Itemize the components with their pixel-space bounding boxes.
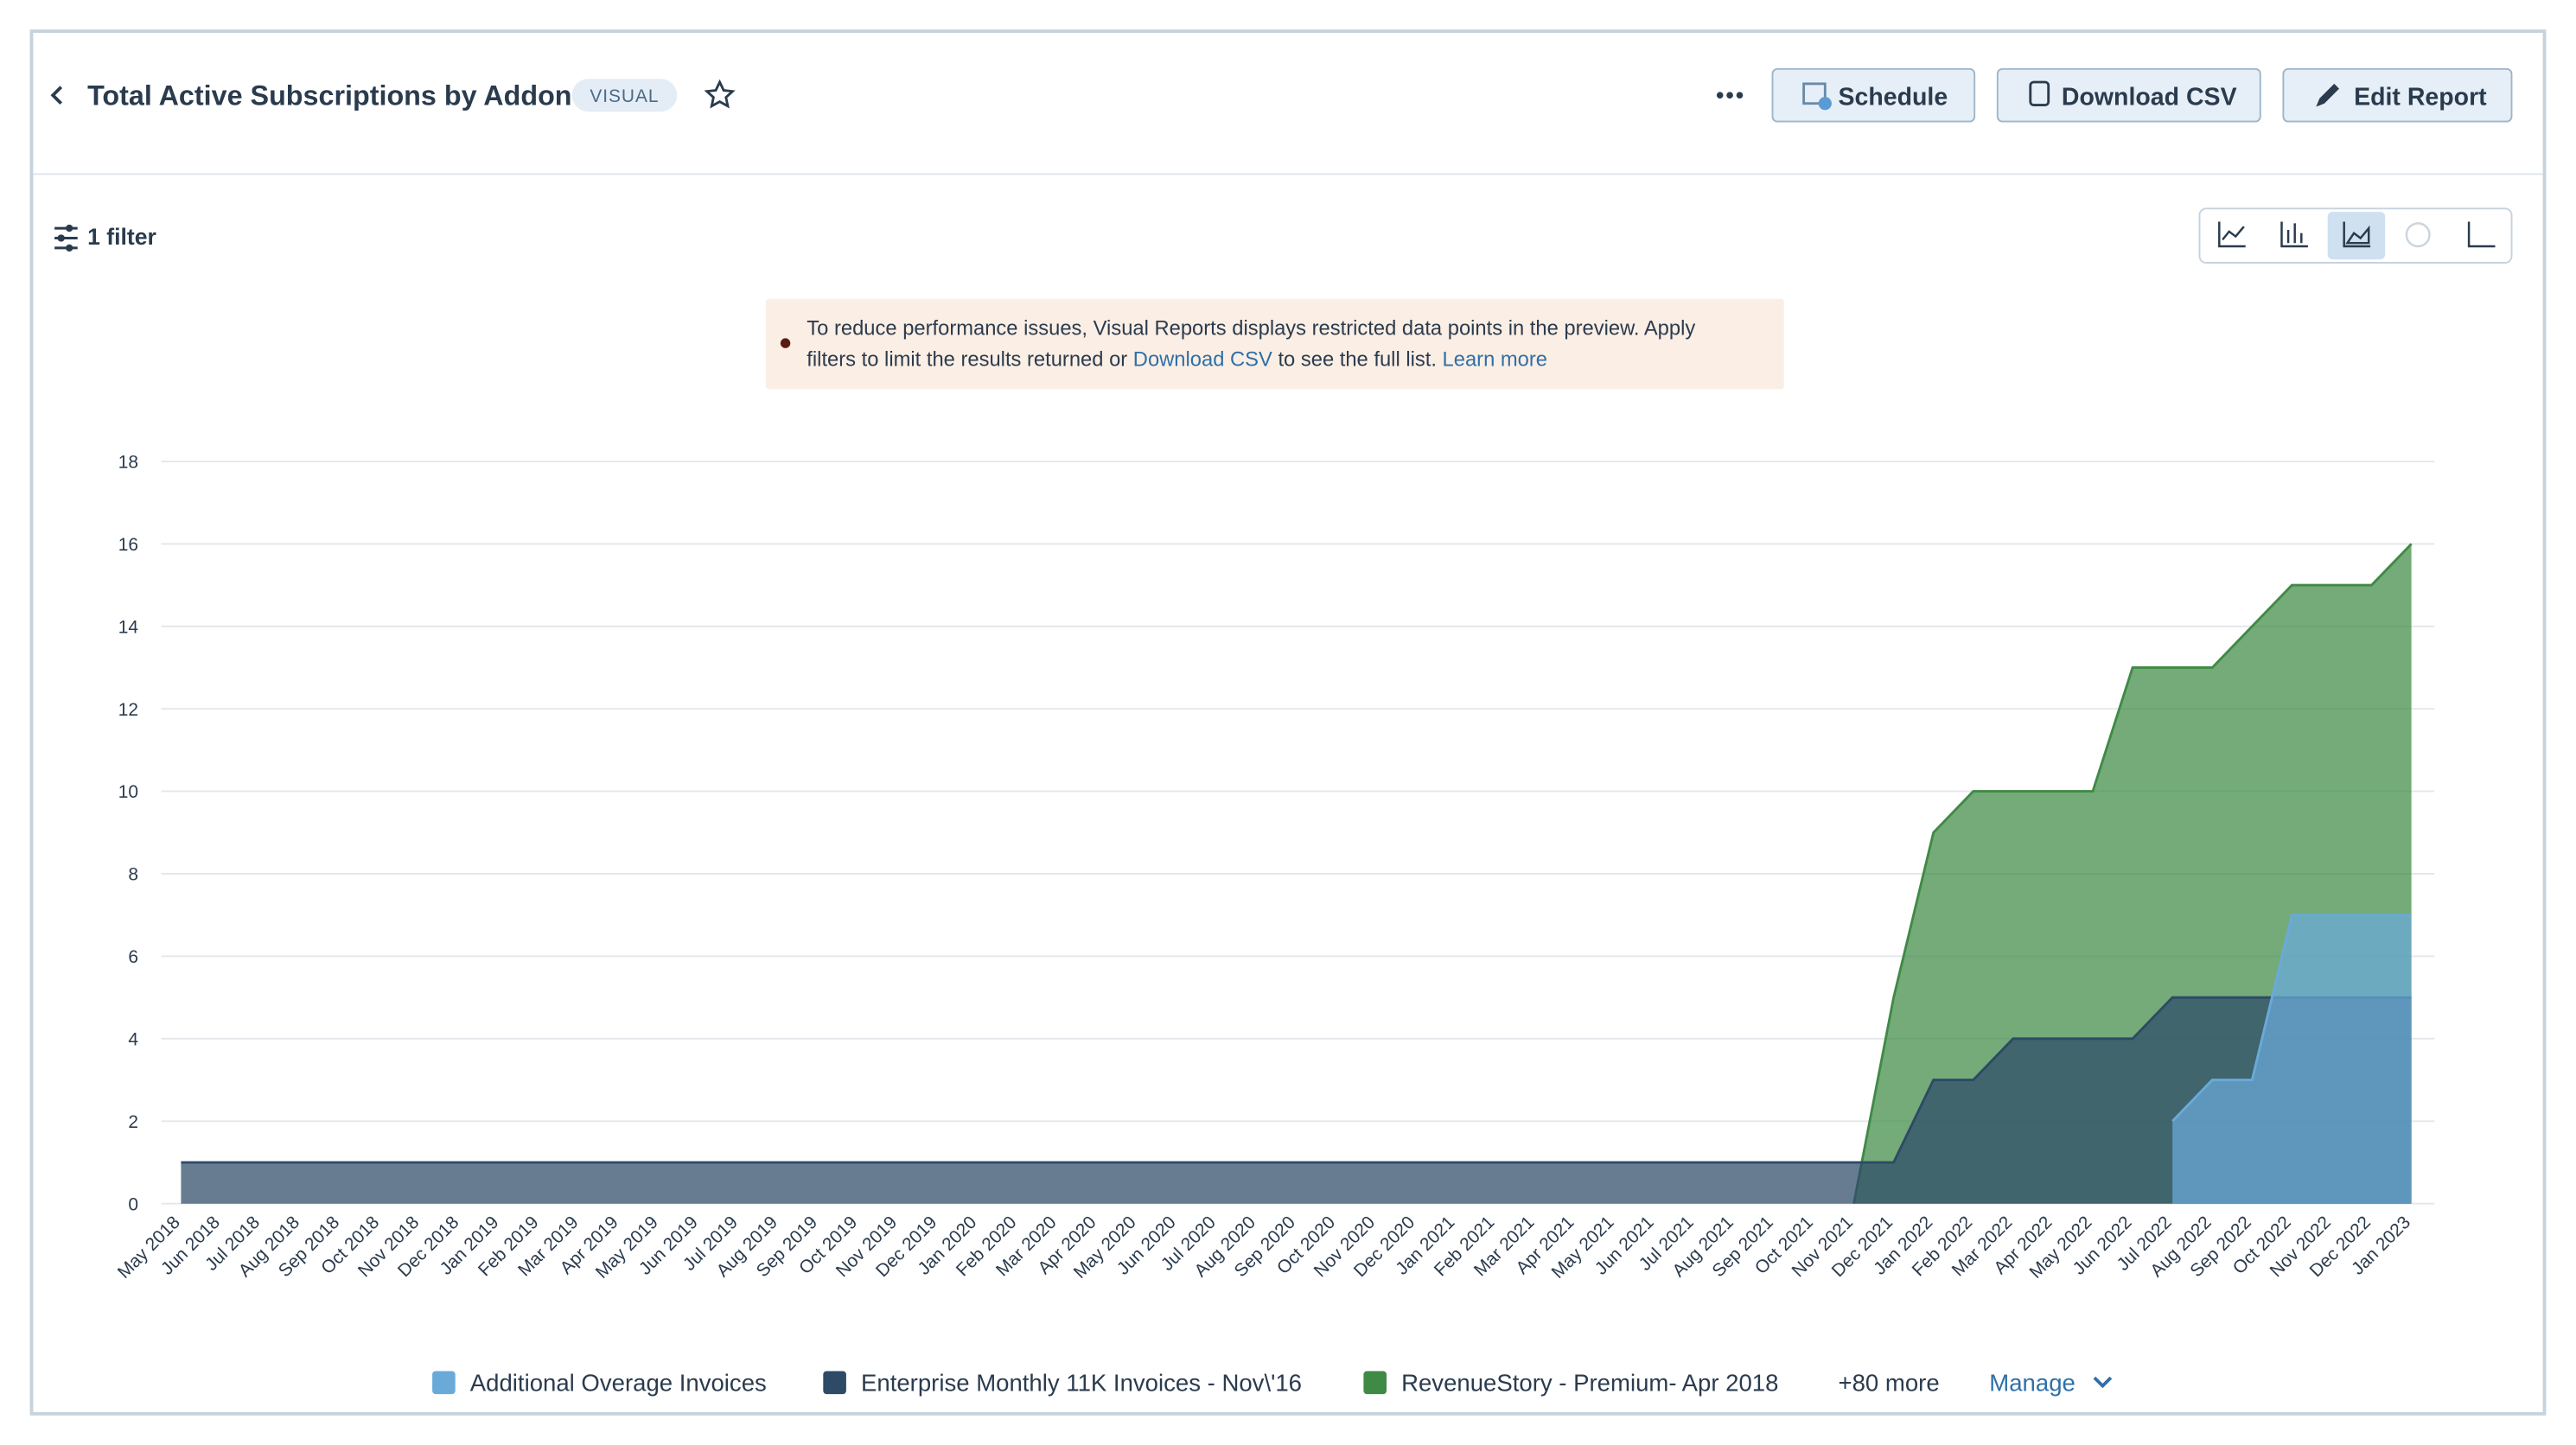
- series-line: [2171, 913, 2412, 1123]
- series-line: [181, 996, 2412, 1164]
- legend-label: RevenueStory - Premium- Apr 2018: [1401, 1369, 1778, 1396]
- button-label: Edit Report: [2354, 84, 2487, 111]
- legend: Additional Overage Invoices Enterprise Mo…: [432, 1369, 1778, 1396]
- banner-text: filters to limit the results returned or…: [807, 348, 1547, 372]
- legend-swatch: [432, 1371, 456, 1395]
- area-type[interactable]: [2343, 221, 2371, 248]
- y-tick-label: 4: [128, 1029, 138, 1049]
- banner-text: to see the full list.: [1272, 348, 1443, 372]
- y-tick-label: 10: [118, 782, 138, 802]
- y-tick-label: 14: [118, 617, 138, 637]
- filter-button[interactable]: 1 filter: [54, 224, 156, 252]
- y-tick-label: 0: [128, 1194, 138, 1214]
- banner-text: filters to limit the results returned or: [807, 348, 1133, 372]
- y-tick-label: 8: [128, 865, 138, 885]
- download-link[interactable]: Download CSV: [1133, 348, 1272, 372]
- legend-label: Enterprise Monthly 11K Invoices - Nov\'1…: [861, 1369, 1302, 1396]
- badge: VISUAL: [590, 86, 659, 106]
- report-title: Total Active Subscriptions by Addon: [87, 80, 571, 111]
- badge-bg: [571, 79, 678, 112]
- back-button[interactable]: [50, 86, 63, 105]
- y-tick-label: 18: [118, 453, 138, 473]
- manage-chevron[interactable]: [2093, 1376, 2113, 1389]
- favorite-star[interactable]: [704, 79, 736, 109]
- line-type[interactable]: [2218, 221, 2246, 248]
- y-tick-label: 12: [118, 700, 138, 720]
- more-menu[interactable]: [1716, 92, 1744, 99]
- chart-type-toolbar: [2198, 207, 2513, 264]
- y-tick-label: 6: [128, 947, 138, 967]
- y-tick-label: 16: [118, 535, 138, 555]
- warning-banner: [765, 298, 1784, 390]
- button-label: Download CSV: [2062, 84, 2237, 111]
- learn-more-link[interactable]: Learn more: [1443, 348, 1547, 372]
- edit-button[interactable]: Edit Report: [2282, 67, 2513, 123]
- pie-type[interactable]: [2405, 222, 2431, 248]
- scatter-type[interactable]: [2467, 221, 2496, 248]
- legend-swatch: [1363, 1371, 1387, 1395]
- warning-icon: [780, 338, 791, 348]
- manage-link[interactable]: Manage: [1989, 1369, 2075, 1396]
- legend-swatch: [823, 1371, 846, 1395]
- series-line: [1852, 543, 2413, 1204]
- bar-type[interactable]: [2280, 221, 2308, 248]
- banner-text: To reduce performance issues, Visual Rep…: [807, 317, 1695, 341]
- filter-label: 1 filter: [87, 224, 156, 250]
- y-tick-label: 2: [128, 1112, 138, 1132]
- legend-label: Additional Overage Invoices: [470, 1369, 767, 1396]
- download-button[interactable]: Download CSV: [1996, 67, 2261, 123]
- series-area: [2172, 914, 2412, 1204]
- schedule-button[interactable]: Schedule: [1771, 67, 1976, 123]
- button-label: Schedule: [1839, 84, 1948, 111]
- more-series[interactable]: +80 more: [1839, 1369, 1940, 1396]
